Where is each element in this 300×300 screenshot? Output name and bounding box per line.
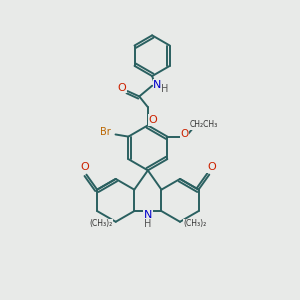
Text: O: O: [207, 162, 216, 172]
Text: O: O: [118, 83, 127, 93]
Text: N: N: [153, 80, 162, 90]
Text: O: O: [149, 115, 158, 125]
Text: (CH₃)₂: (CH₃)₂: [89, 219, 112, 228]
Text: O: O: [80, 162, 89, 172]
Text: (CH₃)₂: (CH₃)₂: [183, 219, 207, 228]
Text: O: O: [180, 130, 189, 140]
Text: H: H: [161, 84, 169, 94]
Text: CH₂CH₃: CH₂CH₃: [190, 120, 218, 129]
Text: N: N: [144, 210, 152, 220]
Text: H: H: [144, 219, 152, 229]
Text: Br: Br: [100, 127, 111, 137]
